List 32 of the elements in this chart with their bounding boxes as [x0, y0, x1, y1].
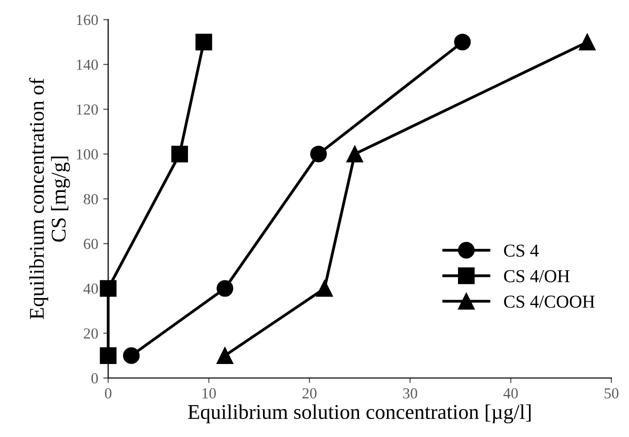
point: [123, 347, 140, 364]
point: [195, 34, 212, 50]
y-tick-label: 160: [76, 14, 98, 26]
x-tick-label: 20: [302, 388, 317, 398]
legend-label: CS 4: [504, 244, 539, 257]
y-tick-label: 80: [84, 194, 98, 204]
point: [578, 34, 596, 50]
x-tick-label: 10: [202, 388, 216, 398]
y-tick-label: 20: [84, 328, 98, 339]
point: [100, 280, 117, 297]
point: [310, 146, 327, 162]
legend-label: CS 4/COOH: [504, 296, 595, 308]
point: [216, 347, 234, 364]
y-tick-label: 140: [76, 60, 98, 70]
y-tick-label: 100: [76, 149, 98, 160]
x-axis-title: Equilibrium solution concentration [µg/l]: [188, 404, 531, 424]
x-tick-label: 40: [503, 388, 518, 398]
point: [171, 146, 188, 162]
y-axis-title: Equilibrium concentration of CS [mg/g]: [29, 78, 70, 320]
point: [346, 146, 364, 162]
point: [454, 34, 471, 50]
x-tick-label: 0: [104, 388, 112, 398]
point: [216, 280, 234, 297]
legend-label: CS 4/OH: [504, 270, 570, 282]
y-tick-label: 120: [76, 104, 98, 115]
x-tick-label: 30: [403, 388, 418, 398]
y-tick-label: 60: [84, 238, 98, 250]
point: [100, 347, 117, 364]
x-tick-label: 50: [604, 388, 618, 398]
point: [316, 280, 333, 297]
y-tick-label: 0: [91, 373, 98, 384]
y-tick-label: 40: [83, 284, 98, 294]
